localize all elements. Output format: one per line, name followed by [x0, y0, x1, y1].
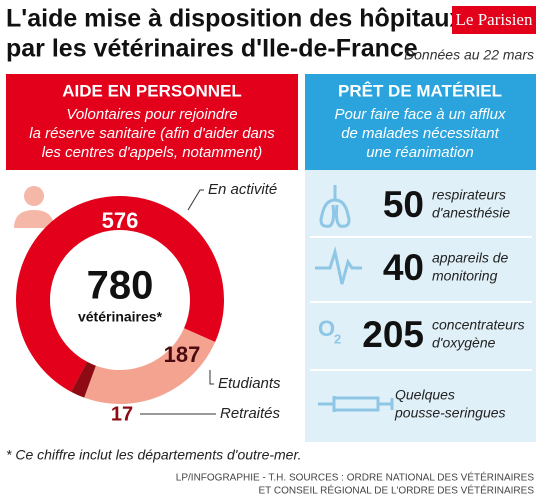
logo-box — [452, 6, 536, 34]
equipment-label: monitoring — [432, 268, 498, 284]
leader-line — [187, 189, 204, 211]
panel-subtitle: Pour faire face à un afflux — [335, 106, 506, 123]
panel-subtitle: les centres d'appels, notamment) — [42, 144, 262, 161]
panel-subtitle: Volontaires pour rejoindre — [66, 106, 237, 123]
total-value: 780 — [87, 264, 154, 308]
value-label: 17 — [111, 403, 133, 425]
equipment-value: 205 — [362, 314, 424, 355]
panel-subtitle: de malades nécessitant — [341, 125, 499, 142]
title-line: L'aide mise à disposition des hôpitaux — [6, 5, 464, 33]
donut-segment — [71, 361, 96, 398]
panel-title: AIDE EN PERSONNEL — [62, 81, 241, 100]
panel-title: PRÊT DE MATÉRIEL — [338, 81, 502, 100]
equipment-icons — [315, 185, 394, 412]
credits: ET CONSEIL RÉGIONAL DE L'ORDRE DES VÉTÉR… — [259, 484, 535, 497]
panel-header — [6, 74, 298, 170]
icon-text: 2 — [334, 331, 341, 346]
equipment-label: d'oxygène — [432, 335, 496, 351]
donut-segment — [84, 328, 216, 405]
person-icon — [14, 186, 54, 228]
equipment-label: d'anesthésie — [432, 205, 510, 221]
logo: Le Parisien — [456, 10, 533, 29]
category-label: Retraités — [220, 405, 281, 422]
credits: LP/INFOGRAPHIE - T.H. SOURCES : ORDRE NA… — [176, 471, 535, 484]
equipment-label: concentrateurs — [432, 317, 525, 333]
equipment-label: appareils de — [432, 250, 508, 266]
icon-text: O — [318, 316, 335, 341]
equipment-label: respirateurs — [432, 187, 506, 203]
category-label: Etudiants — [218, 375, 281, 392]
date: Données au 22 mars — [404, 47, 534, 63]
donut-segment — [16, 196, 225, 392]
panel-header — [305, 74, 536, 170]
title-line: par les vétérinaires d'Ile-de-France — [6, 35, 418, 63]
total-label: vétérinaires* — [78, 309, 163, 325]
panel-subtitle: la réserve sanitaire (afin d'aider dans — [29, 125, 275, 142]
footnote: * Ce chiffre inclut les départements d'o… — [6, 447, 302, 463]
dividers — [310, 236, 532, 371]
equipment-value: 40 — [383, 247, 424, 288]
panel-subtitle: une réanimation — [366, 144, 474, 161]
category-label: En activité — [208, 181, 277, 198]
equipment-value: 50 — [383, 184, 424, 225]
value-label: 576 — [102, 208, 139, 233]
equipment-label: Quelques — [395, 387, 455, 403]
leader-line — [209, 370, 214, 385]
equipment-label: pousse-seringues — [394, 405, 506, 421]
value-label: 187 — [164, 342, 201, 367]
